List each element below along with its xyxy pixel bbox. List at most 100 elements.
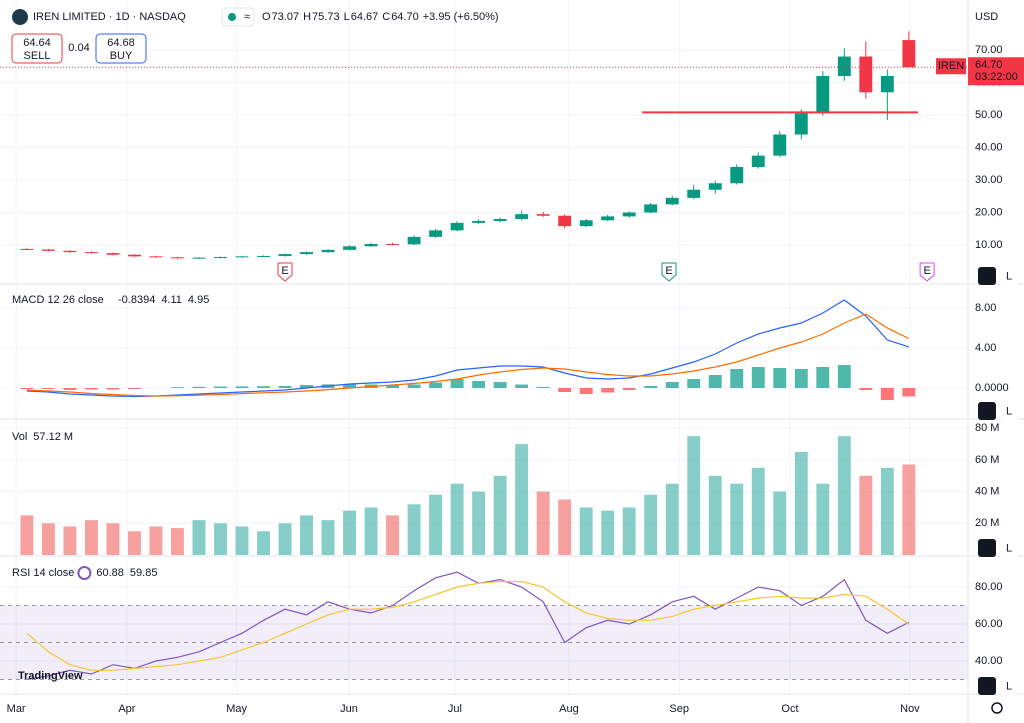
histogram-bar	[493, 382, 507, 388]
x-tick-label: Nov	[900, 703, 920, 715]
market-status[interactable]	[228, 13, 236, 21]
pane-button[interactable]	[978, 539, 996, 557]
histogram-bar	[63, 388, 77, 390]
volume-bar	[63, 526, 77, 555]
volume-bar	[880, 467, 894, 555]
legend-value: 4.11	[161, 294, 182, 306]
candle-body	[407, 236, 421, 245]
histogram-bar	[106, 388, 120, 390]
pane-button[interactable]	[1000, 267, 1018, 285]
pane-button[interactable]	[978, 677, 996, 695]
status-box[interactable]	[221, 7, 255, 27]
ohlc-value: 75.73	[312, 11, 340, 23]
pane-button-label: L	[1006, 405, 1012, 417]
histogram-bar	[837, 365, 851, 388]
volume-bar	[321, 520, 335, 555]
volume-bar	[41, 523, 55, 555]
countdown: 03:22:00	[975, 71, 1018, 83]
buy-label: BUY	[110, 50, 133, 62]
earnings-marker[interactable]	[277, 262, 293, 282]
sell-button[interactable]	[11, 33, 63, 64]
y-tick-label: 40.00	[975, 655, 1003, 667]
pane-button[interactable]	[1000, 402, 1018, 420]
histogram-bar	[665, 382, 679, 388]
pane-button-label: L	[1006, 542, 1012, 554]
earnings-label: E	[665, 265, 672, 277]
volume-bar	[407, 504, 421, 555]
settings-icon[interactable]	[991, 702, 1003, 714]
candle-body	[84, 252, 98, 254]
pane-button[interactable]	[1000, 677, 1018, 695]
x-tick-label: Aug	[559, 703, 579, 715]
volume-bar	[622, 507, 636, 555]
y-tick-label: 8.00	[975, 302, 996, 314]
histogram-bar	[235, 386, 249, 388]
candle-body	[730, 167, 744, 184]
candle-body	[300, 252, 313, 255]
marks-layer	[0, 31, 968, 681]
indicator-line	[26, 313, 910, 397]
symbol-logo	[12, 9, 28, 25]
pane-title: RSI 14 close	[12, 567, 74, 579]
histogram-bar	[450, 379, 464, 388]
pane-button[interactable]	[978, 267, 996, 285]
candle-body	[751, 155, 765, 168]
candle-body	[20, 248, 34, 250]
candle-body	[321, 249, 335, 253]
legend-value: 59.85	[130, 567, 158, 579]
y-tick-label: 40.00	[975, 141, 1003, 153]
candle-body	[837, 56, 851, 77]
volume-bar	[687, 436, 701, 555]
ohlc-key: O	[262, 11, 271, 23]
y-tick-label: 80 M	[975, 422, 999, 434]
pane-button[interactable]	[1000, 539, 1018, 557]
candle-body	[41, 249, 55, 251]
buy-price: 64.68	[107, 37, 135, 49]
candle-body	[235, 256, 249, 258]
ohlc-value: 73.07	[272, 11, 300, 23]
legend-value: -0.8394	[118, 294, 155, 306]
histogram-bar	[816, 367, 830, 388]
earnings-marker[interactable]	[661, 262, 677, 282]
indicator-line	[26, 580, 910, 671]
indicator-line	[26, 299, 909, 398]
histogram-bar	[257, 386, 270, 388]
candle-body	[192, 257, 206, 259]
earnings-marker[interactable]	[919, 262, 935, 282]
histogram-bar	[536, 387, 550, 388]
symbol-tag-box	[936, 58, 966, 75]
volume-bar	[300, 515, 313, 555]
candle-body	[773, 134, 787, 156]
volume-bar	[214, 523, 227, 555]
candle-body	[278, 254, 292, 257]
volume-bar	[192, 520, 206, 555]
pane-button-label: L	[1006, 270, 1012, 282]
y-tick-label: 40 M	[975, 486, 999, 498]
candle-body	[127, 254, 141, 257]
ohlc-key: H	[303, 11, 311, 23]
candle-body	[386, 244, 400, 246]
candle-body	[859, 56, 873, 93]
pane-button-label: L	[1006, 680, 1012, 692]
pane-button-label: A	[983, 270, 991, 282]
pane-button-label: A	[983, 405, 991, 417]
pane-button-label: A	[983, 542, 991, 554]
buy-button[interactable]	[95, 33, 147, 64]
price-tag	[968, 57, 1024, 86]
candle-body	[214, 257, 227, 259]
currency[interactable]: USD	[975, 11, 998, 23]
pane-title: Vol	[12, 431, 27, 443]
legend-unit: M	[64, 431, 73, 443]
x-tick-label: Oct	[781, 703, 798, 715]
pane-button[interactable]	[978, 402, 996, 420]
indicator-icon[interactable]	[77, 566, 92, 580]
histogram-bar	[84, 388, 98, 390]
y-tick-label: 70.00	[975, 44, 1003, 56]
y-tick-label: 60.00	[975, 618, 1003, 630]
histogram-bar	[859, 388, 873, 390]
volume-bar	[386, 515, 400, 555]
histogram-bar	[127, 388, 141, 389]
candle-body	[687, 189, 701, 198]
